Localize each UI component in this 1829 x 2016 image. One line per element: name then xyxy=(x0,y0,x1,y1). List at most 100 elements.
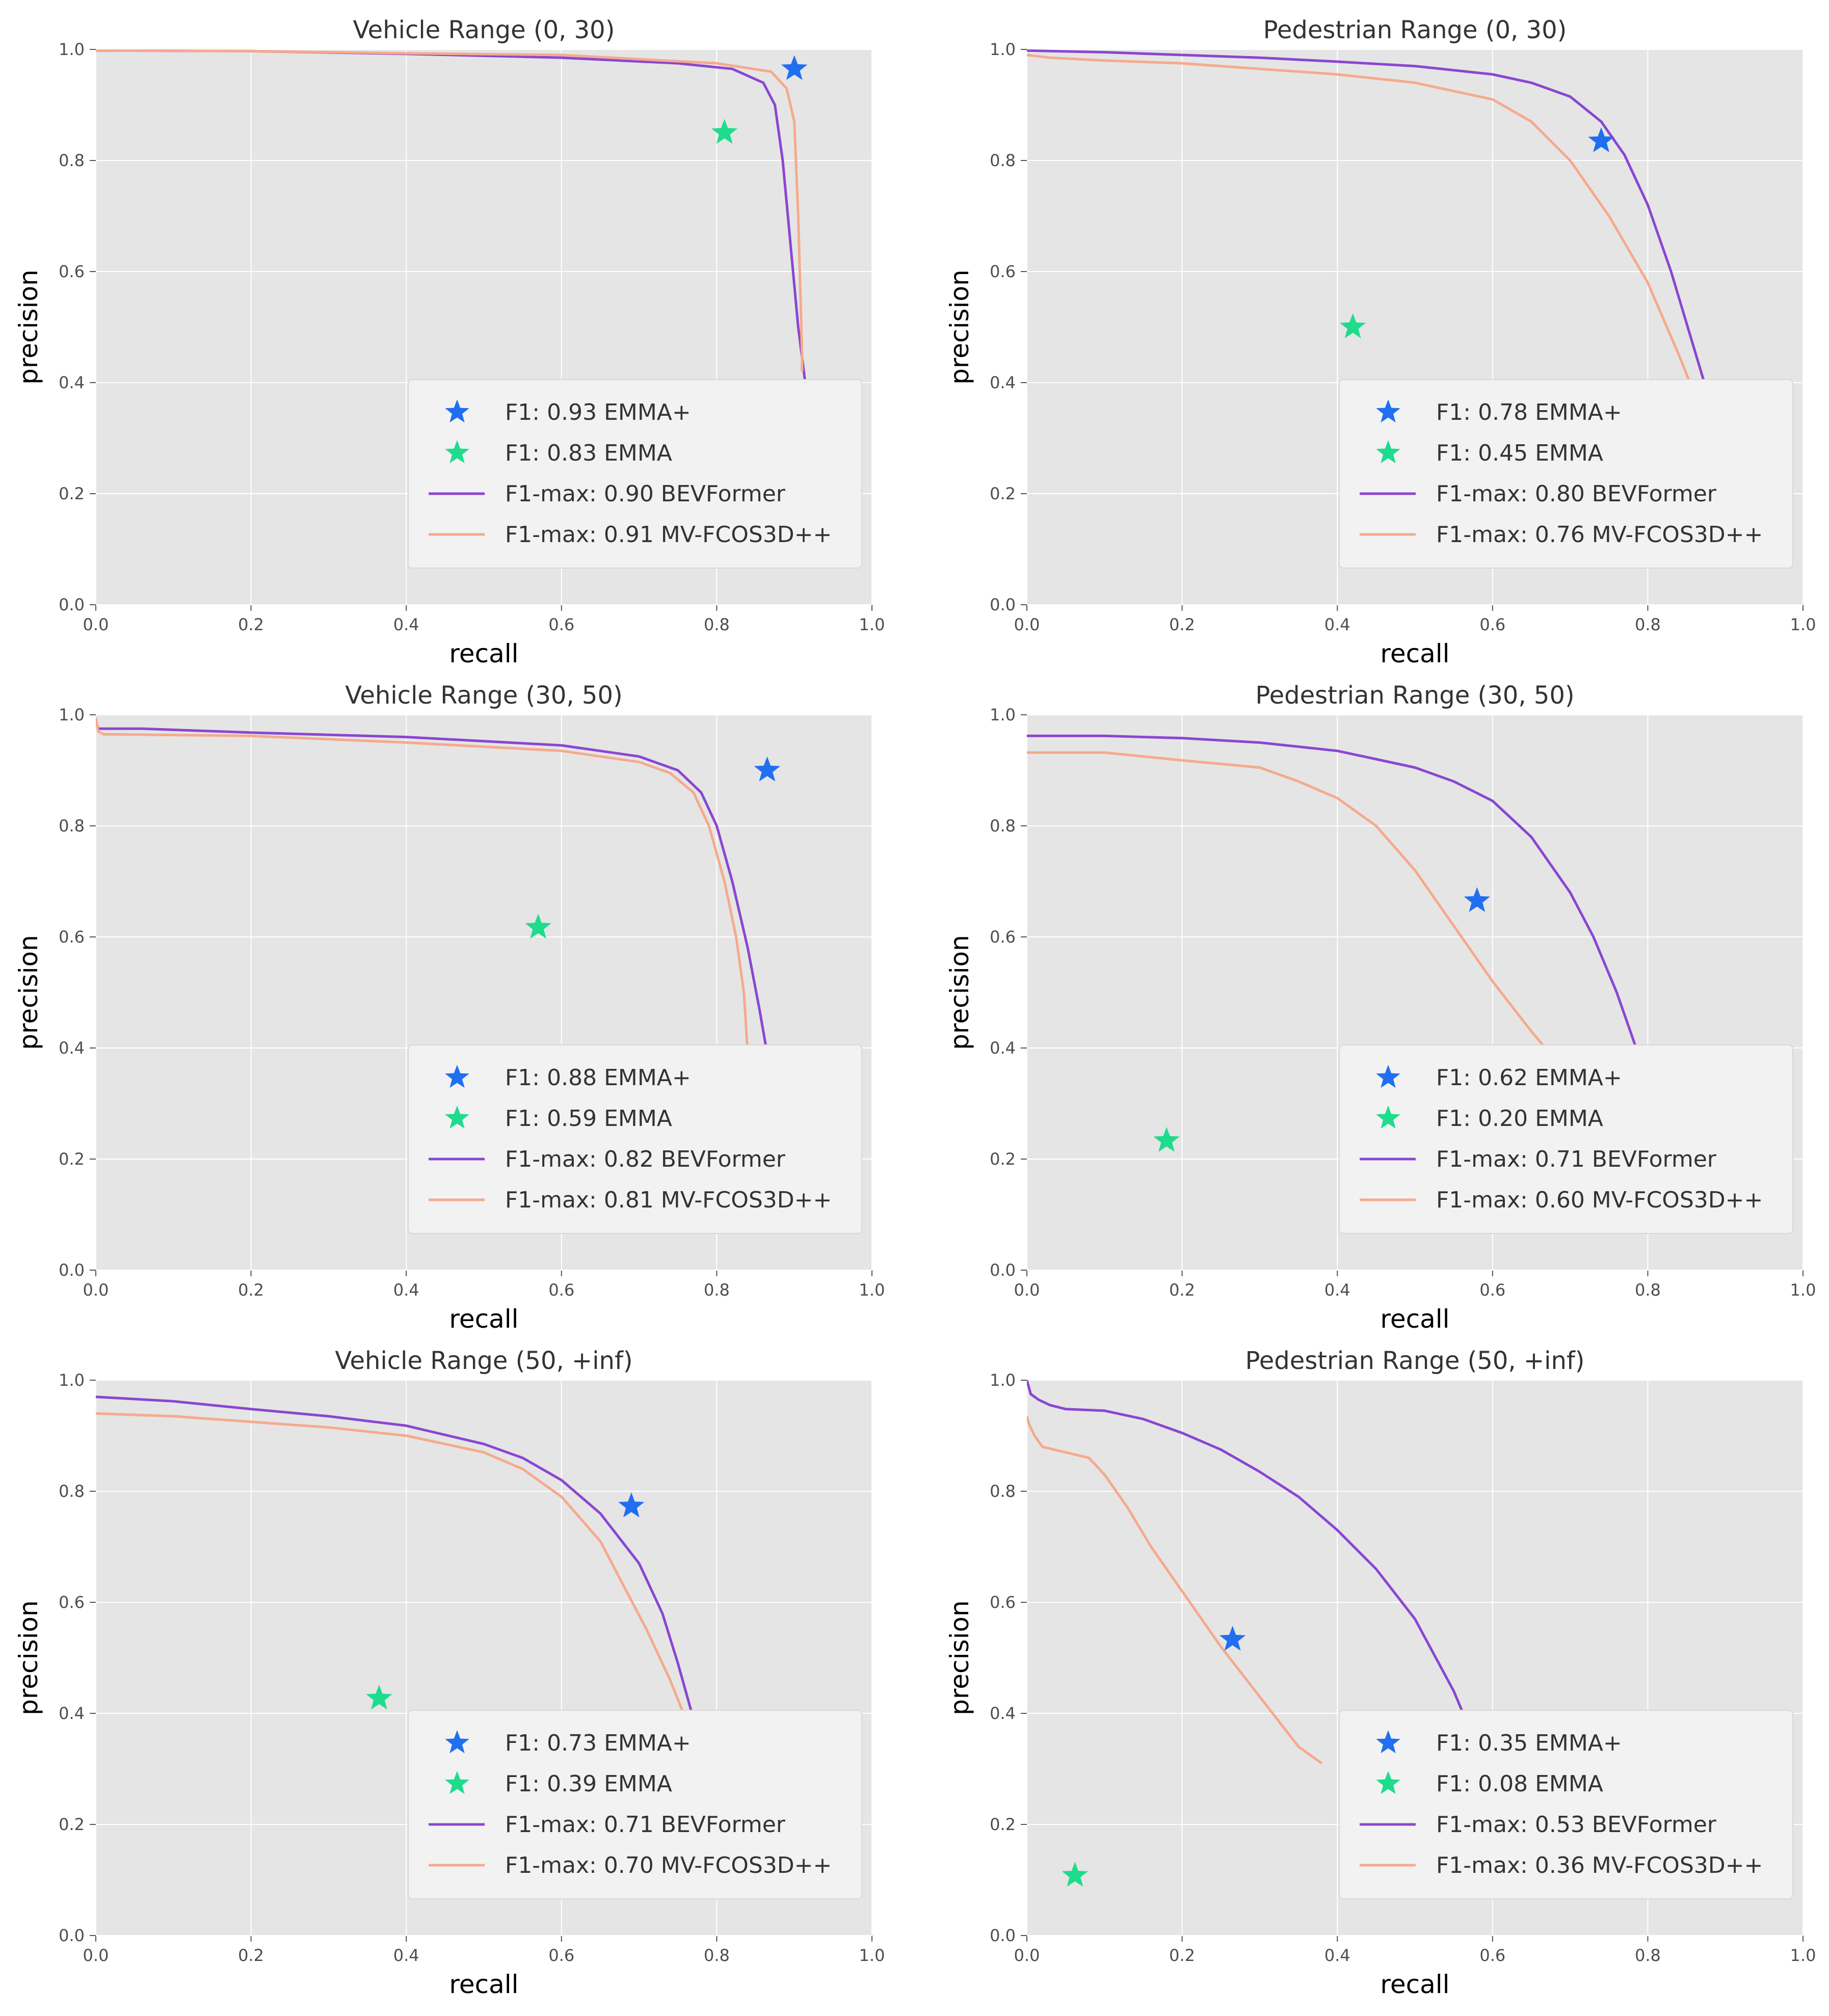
y-tick-label: 1.0 xyxy=(990,1370,1016,1390)
y-tick-label: 0.4 xyxy=(59,1038,85,1058)
legend: F1: 0.35 EMMA+ F1: 0.08 EMMA F1-max: 0.53 … xyxy=(1339,1710,1793,1899)
x-tick-label: 1.0 xyxy=(859,615,885,634)
chart-panel-2: 0.0 0.2 0.4 0.6 0.8 1.0 0.0 0.2 0.4 0.6 0.8 1.0 Pede… xyxy=(945,16,1816,668)
legend-label-emma: F1: 0.39 EMMA xyxy=(505,1771,672,1797)
y-tick-label: 0.2 xyxy=(59,1149,85,1169)
legend: F1: 0.62 EMMA+ F1: 0.20 EMMA F1-max: 0.71 … xyxy=(1339,1044,1793,1234)
y-tick-label: 0.2 xyxy=(990,1149,1016,1169)
y-tick-label: 0.6 xyxy=(990,1593,1016,1612)
legend-box xyxy=(1339,379,1793,569)
y-tick-label: 0.0 xyxy=(59,1260,85,1280)
x-axis-title: recall xyxy=(449,1304,518,1334)
star-marker-emma xyxy=(366,1684,392,1710)
chart-panel-5: 0.0 0.2 0.4 0.6 0.8 1.0 0.0 0.2 0.4 0.6 0.8 1.0 Vehi… xyxy=(14,1347,885,1999)
chart-panel-6: 0.0 0.2 0.4 0.6 0.8 1.0 0.0 0.2 0.4 0.6 0.8 1.0 Pede… xyxy=(945,1347,1816,1999)
legend-box xyxy=(1339,1710,1793,1899)
x-axis-title: recall xyxy=(449,639,518,668)
x-tick-label: 1.0 xyxy=(1790,1946,1816,1965)
legend-star-emma-plus xyxy=(1376,1730,1400,1754)
x-tick-label: 0.4 xyxy=(1324,1280,1350,1300)
x-tick-label: 0.4 xyxy=(393,1946,419,1965)
y-axis-title: precision xyxy=(14,270,43,385)
legend-label-bevformer: F1-max: 0.82 BEVFormer xyxy=(505,1146,786,1172)
x-tick-label: 0.0 xyxy=(83,1946,109,1965)
legend-label-emma: F1: 0.20 EMMA xyxy=(1436,1106,1603,1132)
legend-star-emma-plus xyxy=(445,1730,469,1754)
y-tick-label: 0.4 xyxy=(59,1704,85,1723)
y-axis-title: precision xyxy=(945,270,974,385)
x-tick-label: 0.4 xyxy=(393,615,419,634)
pr-curve-mv-fcos3d- xyxy=(96,49,804,372)
star-marker-emma xyxy=(711,119,738,144)
pr-curve-mv-fcos3d- xyxy=(96,717,749,1054)
y-tick-label: 0.6 xyxy=(59,927,85,947)
legend: F1: 0.88 EMMA+ F1: 0.59 EMMA F1-max: 0.82 … xyxy=(408,1044,862,1234)
legend: F1: 0.93 EMMA+ F1: 0.83 EMMA F1-max: 0.90 … xyxy=(408,379,862,569)
legend-box xyxy=(408,1044,862,1234)
y-axis-title: precision xyxy=(14,1600,43,1715)
y-axis-title: precision xyxy=(945,1600,974,1715)
y-tick-label: 0.6 xyxy=(59,262,85,281)
pr-curve-mv-fcos3d- xyxy=(1027,751,1556,1060)
y-tick-label: 1.0 xyxy=(59,1370,85,1390)
legend-label-emma: F1: 0.45 EMMA xyxy=(1436,440,1603,466)
y-tick-label: 0.8 xyxy=(990,151,1016,170)
y-tick-label: 0.2 xyxy=(990,484,1016,503)
x-axis-title: recall xyxy=(1380,1970,1449,1999)
pr-curve-bevformer xyxy=(96,1395,695,1719)
legend-label-mv-fcos3d-plus-plus: F1-max: 0.81 MV-FCOS3D++ xyxy=(505,1187,832,1213)
x-tick-label: 0.6 xyxy=(1479,615,1505,634)
y-axis-title: precision xyxy=(945,935,974,1050)
x-tick-label: 0.0 xyxy=(83,615,109,634)
legend-label-emma: F1: 0.59 EMMA xyxy=(505,1106,672,1132)
y-tick-label: 0.2 xyxy=(990,1815,1016,1834)
y-tick-label: 0.0 xyxy=(990,1260,1016,1280)
pr-curve-bevformer xyxy=(1027,734,1641,1060)
x-tick-label: 0.8 xyxy=(704,1946,730,1965)
legend-star-emma xyxy=(1376,440,1400,464)
legend-label-emma-plus: F1: 0.35 EMMA+ xyxy=(1436,1730,1622,1756)
x-tick-label: 1.0 xyxy=(1790,615,1816,634)
y-tick-label: 0.0 xyxy=(990,1926,1016,1945)
x-tick-label: 0.2 xyxy=(238,1946,264,1965)
y-tick-label: 0.4 xyxy=(990,1038,1016,1058)
y-tick-label: 0.4 xyxy=(990,373,1016,392)
star-marker-emma xyxy=(1153,1127,1180,1152)
y-tick-label: 1.0 xyxy=(59,705,85,724)
x-tick-label: 0.8 xyxy=(1635,1946,1661,1965)
x-tick-label: 0.6 xyxy=(548,615,574,634)
legend-label-emma-plus: F1: 0.78 EMMA+ xyxy=(1436,399,1622,425)
legend-star-emma xyxy=(1376,1106,1400,1129)
legend-label-mv-fcos3d-plus-plus: F1-max: 0.76 MV-FCOS3D++ xyxy=(1436,522,1763,548)
x-tick-label: 0.8 xyxy=(704,615,730,634)
chart-panel-1: 0.0 0.2 0.4 0.6 0.8 1.0 0.0 0.2 0.4 0.6 0.8 1.0 Vehi… xyxy=(14,16,885,668)
star-marker-emma-plus xyxy=(1219,1626,1246,1651)
pr-curve-mv-fcos3d- xyxy=(1027,53,1696,394)
x-tick-label: 0.4 xyxy=(1324,615,1350,634)
y-tick-label: 0.8 xyxy=(59,151,85,170)
y-tick-label: 0.8 xyxy=(59,1482,85,1501)
x-tick-label: 0.0 xyxy=(1014,615,1040,634)
x-tick-label: 0.6 xyxy=(548,1280,574,1300)
pr-curve-bevformer xyxy=(96,720,768,1054)
star-marker-emma xyxy=(1340,313,1366,338)
chart-title: Pedestrian Range (0, 30) xyxy=(1263,16,1567,44)
x-tick-label: 1.0 xyxy=(1790,1280,1816,1300)
pr-curve-mv-fcos3d- xyxy=(1027,1416,1323,1765)
legend: F1: 0.78 EMMA+ F1: 0.45 EMMA F1-max: 0.80 … xyxy=(1339,379,1793,569)
y-tick-label: 0.8 xyxy=(59,816,85,836)
x-axis-title: recall xyxy=(449,1970,518,1999)
legend-label-emma-plus: F1: 0.88 EMMA+ xyxy=(505,1065,691,1091)
legend-label-emma-plus: F1: 0.93 EMMA+ xyxy=(505,399,691,425)
x-tick-label: 0.2 xyxy=(1169,615,1195,634)
legend-star-emma-plus xyxy=(1376,399,1400,423)
x-tick-label: 0.2 xyxy=(1169,1946,1195,1965)
y-tick-label: 0.0 xyxy=(59,595,85,614)
x-tick-label: 0.6 xyxy=(1479,1946,1505,1965)
y-tick-label: 0.0 xyxy=(59,1926,85,1945)
star-marker-emma-plus xyxy=(1588,127,1614,152)
x-tick-label: 0.0 xyxy=(83,1280,109,1300)
legend-star-emma-plus xyxy=(445,399,469,423)
y-tick-label: 1.0 xyxy=(59,40,85,59)
x-tick-label: 0.6 xyxy=(1479,1280,1505,1300)
